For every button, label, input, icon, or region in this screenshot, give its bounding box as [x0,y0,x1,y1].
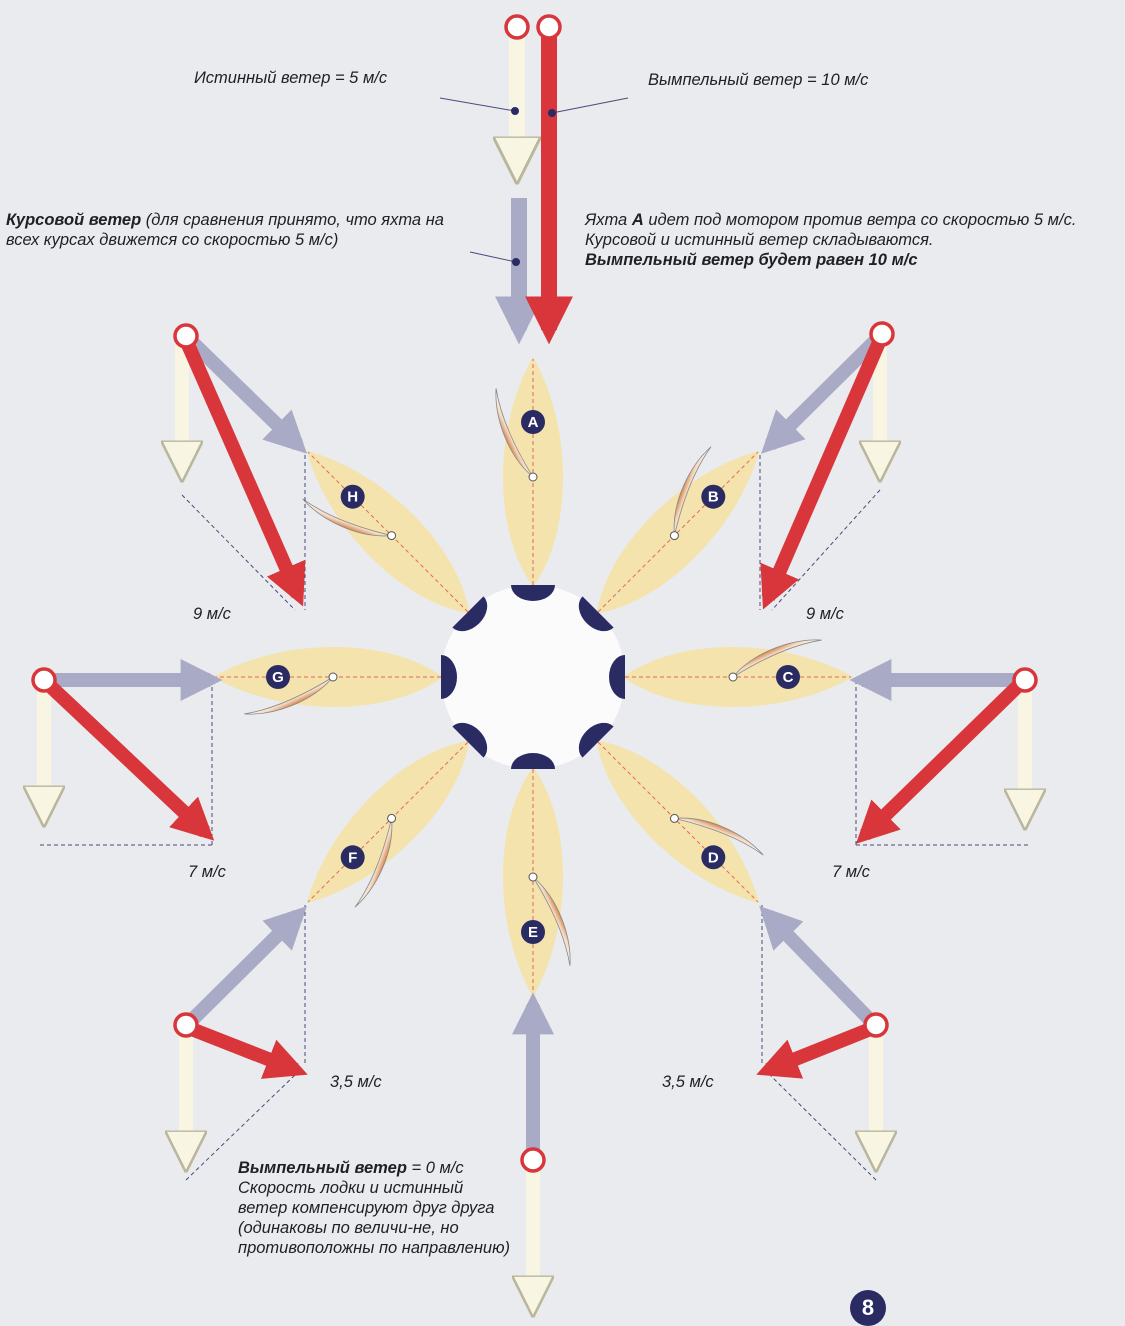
apparent-zero-title: Вымпельный ветер [238,1159,407,1177]
leader-apparent-wind [551,97,629,114]
apparent-wind-arrow-d [756,1023,871,1079]
apparent-wind-arrow-c [855,678,1025,844]
boat-letter-b: B [708,489,719,506]
wind-origin-marker-icon-c [1012,667,1038,693]
course-wind-arrow-f [187,906,307,1025]
page-number-badge: 8 [850,1290,886,1326]
hull-e [511,753,555,769]
leader-dot-course-wind [512,258,520,266]
construction-lines: A B C D E F G H [40,359,1030,1181]
boat-axis-h [307,451,469,613]
mast-b [669,531,679,541]
course-wind-title: Курсовой ветер [6,211,142,229]
sail-icon-a [495,388,534,478]
hull-c [609,655,625,699]
center-circle [441,585,625,769]
dash-f2 [185,1074,296,1181]
wind-origin-marker-icon-a1 [504,14,530,40]
center-hub [441,585,625,769]
speed-label-9-left: 9 м/с [193,605,231,623]
wind-origin-marker-icon-g [31,667,57,693]
yacht-a-letter: A [631,211,644,229]
mast-d [669,813,679,823]
boat-letter-marker-icon-h [340,484,365,509]
sail-icon-e [532,876,571,966]
apparent-wind-label: Вымпельный ветер = 10 м/с [648,71,869,89]
mast-c [728,672,738,682]
boat-letter-marker-icon-b [701,484,726,509]
yacht-a-text-1: Яхта [585,211,632,229]
boat-axis-d [597,741,759,903]
leader-dot-apparent-wind [548,109,556,117]
hull-g [441,655,457,699]
boat-letter-h: H [347,489,358,506]
apparent-zero-explanation: Скорость лодки и истинный ветер компенси… [238,1179,511,1257]
sail-icon-h [302,498,392,537]
sail-icon-g [244,676,334,715]
boat-letter-d: D [708,849,719,866]
sail-icon-b [673,446,712,536]
sail-icon-f [354,818,393,908]
boat-letter-a: A [528,414,539,431]
sail-icon-c [732,639,822,678]
apparent-zero-value: = 0 м/с [406,1159,464,1177]
wind-arrows [31,14,1038,1305]
mast-e [528,872,538,882]
boat-axis-b [597,451,759,613]
leader-lines [439,97,629,266]
course-wind-arrow-h [185,334,308,454]
course-wind-note: Курсовой ветер (для сравнения принято, ч… [6,210,476,250]
boat-letter-f: F [348,849,357,866]
course-wind-arrow-b [761,337,879,454]
wind-origin-marker-icon-d [863,1012,889,1038]
apparent-wind-arrow-b [760,337,887,610]
speed-label-7-right: 7 м/с [832,863,870,881]
course-wind-arrow-d [759,905,876,1025]
leader-dot-true-wind [511,107,519,115]
wind-origin-marker-icon-h [173,323,199,349]
wind-origin-marker-icon-e [520,1147,546,1173]
wind-origin-marker-icon-f [173,1012,199,1038]
boat-letter-e: E [528,924,538,941]
mast-f [387,813,397,823]
boat-letter-marker-icon-g [266,665,290,689]
yacht-a-result: Вымпельный ветер будет равен 10 м/с [585,251,918,269]
hull-d [578,722,614,758]
true-wind-label: Истинный ветер = 5 м/с [194,69,388,87]
apparent-wind-arrow-g [43,678,215,841]
course-wind-text: (для сравнения принято, что яхта на всех… [6,211,444,249]
hull-f [452,722,488,758]
leader-course-wind [469,251,517,263]
sail-icon-d [674,817,764,856]
mast-g [328,672,338,682]
apparent-wind-arrow-h [179,337,306,607]
mast-a [528,472,538,482]
hull-h [452,596,488,632]
dash-d2 [769,1074,877,1181]
boat-letter-marker-icon-e [521,920,545,944]
speed-label-9-right: 9 м/с [806,605,844,623]
boat-letter-c: C [783,669,794,686]
boat-letter-marker-icon-d [701,845,726,870]
boat-letter-marker-icon-f [340,845,365,870]
yacht-a-text-2: идет под мотором против ветра со скорост… [585,211,1077,249]
wind-origin-marker-icon-a2 [536,14,562,40]
boat-letter-marker-icon-c [776,665,800,689]
wind-origin-marker-icon-b [869,321,895,347]
hull-a [511,585,555,601]
speed-label-35-right: 3,5 м/с [662,1073,714,1091]
mast-h [387,531,397,541]
speed-label-7-left: 7 м/с [188,863,226,881]
boat-letter-g: G [272,669,284,686]
yacht-a-note: Яхта A идет под мотором против ветра со … [585,210,1125,270]
boat-axis-f [307,741,469,903]
hull-b [578,596,614,632]
apparent-wind-arrow-f [191,1023,308,1079]
leader-true-wind [439,97,516,112]
boat-letter-marker-icon-a [521,410,545,434]
speed-label-35-left: 3,5 м/с [330,1073,382,1091]
apparent-zero-note: Вымпельный ветер = 0 м/с Скорость лодки … [238,1158,513,1258]
